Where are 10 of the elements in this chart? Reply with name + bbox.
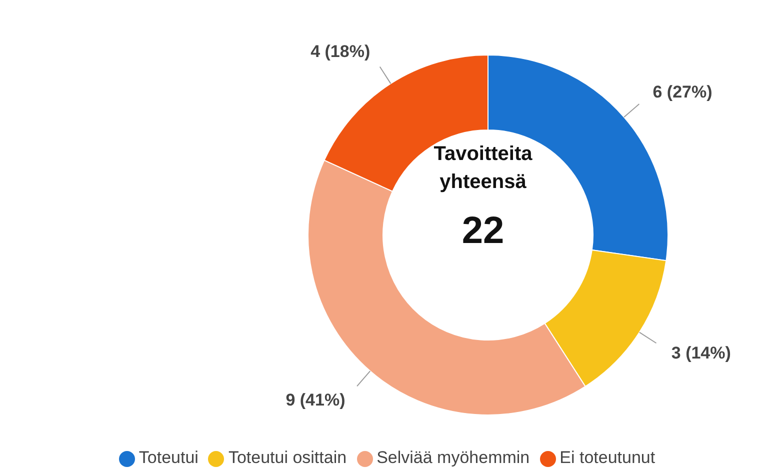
data-label: 6 (27%): [652, 82, 712, 102]
text: 22: [460, 210, 506, 253]
legend-label: Toteutui osittain: [228, 448, 347, 467]
text: Tavoitteita yhteensä: [432, 142, 534, 195]
data-label: 9 (41%): [286, 390, 346, 410]
legend-label: Ei toteutunut: [560, 448, 656, 467]
legend-label: Toteutui: [138, 448, 198, 467]
data-label: 4 (18%): [310, 42, 370, 62]
data-label: 3 (14%): [671, 343, 731, 362]
legend-label: Selviää myöhemmin: [376, 448, 530, 467]
